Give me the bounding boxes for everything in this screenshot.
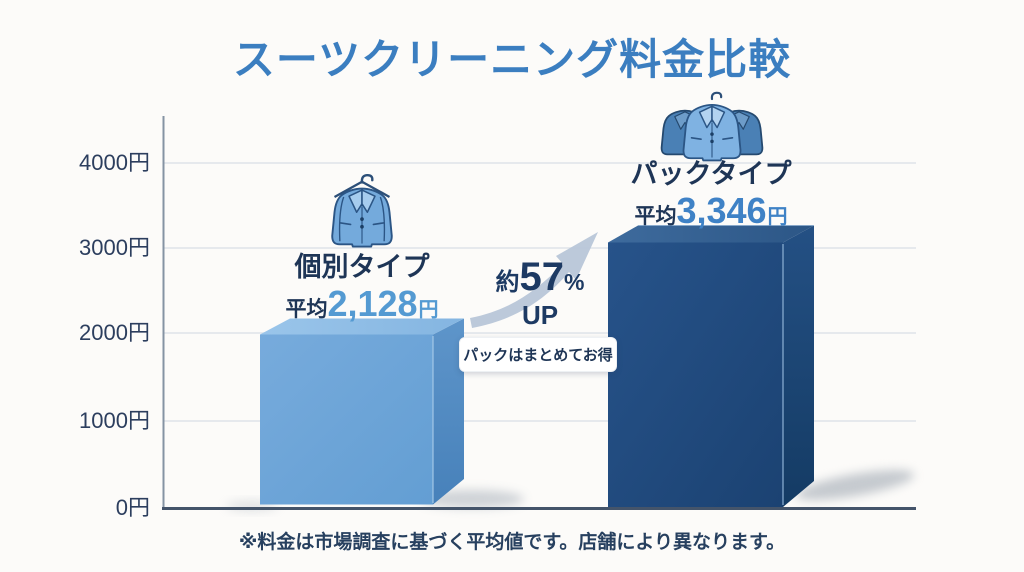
individual-price-prefix: 平均 — [285, 298, 328, 321]
y-tick-4000: 4000円 — [79, 150, 150, 175]
increase-up-text: UP — [521, 300, 559, 330]
individual-bar-label: 個別タイプ 平均 2,128 円 — [252, 251, 472, 330]
pack-price-unit: 円 — [767, 206, 788, 228]
individual-bar-name: 個別タイプ — [294, 252, 430, 282]
increase-arrow-icon — [470, 232, 598, 328]
individual-bar-price: 平均 2,128 円 — [252, 284, 472, 330]
y-tick-1000: 1000円 — [79, 408, 150, 433]
footnote: ※料金は市場調査に基づく平均値です。店舗により異なります。 — [238, 532, 786, 553]
bar-individual — [260, 318, 464, 505]
suit-jacket-icon — [331, 173, 393, 248]
individual-price-unit: 円 — [418, 299, 439, 321]
y-tick-2000: 2000円 — [79, 320, 150, 345]
individual-price-value: 2,128 — [327, 283, 418, 324]
increase-approx: 約 — [495, 269, 520, 296]
pack-price-value: 3,346 — [676, 190, 767, 231]
increase-percent-sign: % — [564, 269, 585, 295]
suit-jackets-pack-icon — [660, 91, 764, 162]
page-title: スーツクリーニング料金比較 — [232, 36, 792, 83]
pack-bar-name: パックタイプ — [630, 159, 792, 189]
bar-pack — [608, 225, 814, 507]
y-tick-0: 0円 — [115, 495, 150, 520]
pack-bar-price: 平均 3,346 円 — [601, 191, 821, 237]
bar-shadows — [226, 469, 915, 511]
increase-percent: 57 — [519, 255, 565, 299]
pack-deal-badge: パックはまとめてお得 — [459, 337, 617, 372]
increase-annotation: 約 57% UP — [476, 256, 604, 328]
pack-bar-label: パックタイプ 平均 3,346 円 — [601, 158, 821, 237]
y-tick-3000: 3000円 — [79, 235, 150, 260]
pack-price-prefix: 平均 — [634, 205, 677, 228]
increase-percent-line: 約 57% — [476, 256, 604, 304]
